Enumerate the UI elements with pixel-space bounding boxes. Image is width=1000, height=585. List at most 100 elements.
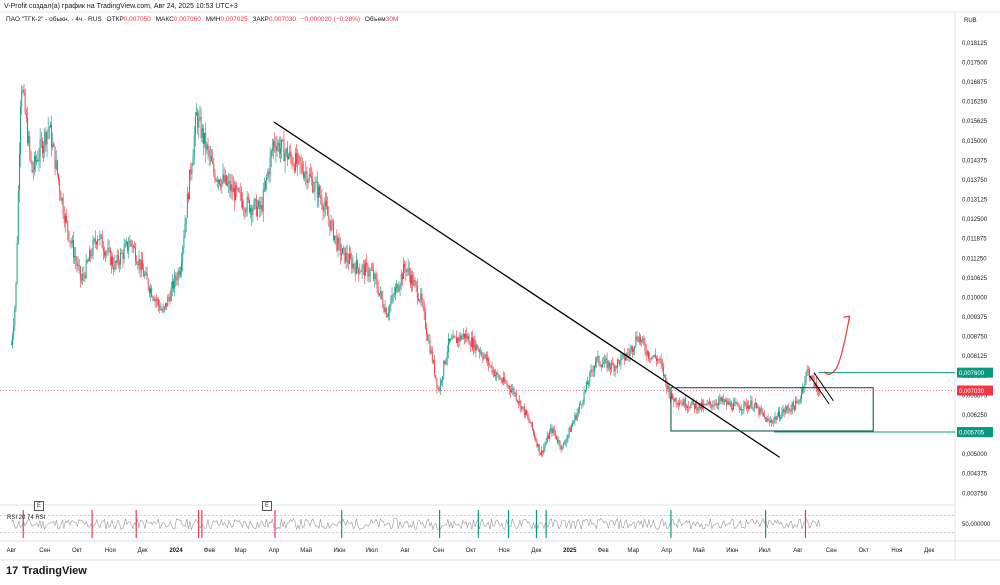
candle-body (415, 282, 417, 286)
candle-body (153, 298, 155, 301)
candle-body (577, 409, 579, 413)
candle-body (638, 336, 640, 342)
earnings-event-badge[interactable]: E (262, 501, 272, 511)
candle-body (550, 427, 552, 432)
candle-body (776, 416, 778, 420)
candle-body (119, 263, 120, 265)
candle-body (376, 279, 378, 289)
candle-body (552, 428, 554, 433)
candle-body (625, 357, 626, 360)
brand-name: TradingView (22, 565, 87, 577)
candle-body (75, 255, 77, 261)
y-tick-label: 0,011250 (962, 256, 987, 262)
candle-body (64, 215, 66, 223)
candle-body (367, 265, 369, 277)
candle-body (194, 115, 196, 136)
candle-body (576, 412, 578, 420)
candle-body (328, 215, 330, 220)
low-value: 0,007025 (220, 16, 248, 23)
candle-body (541, 450, 542, 455)
candle-body (240, 192, 242, 201)
candle-body (260, 204, 262, 210)
candle-body (352, 263, 354, 269)
candle-body (21, 91, 23, 107)
candle-body (71, 240, 73, 244)
candle-body (205, 132, 207, 151)
candle-body (579, 404, 580, 410)
open-label: ОТКР (106, 16, 124, 23)
forecast-arrowhead (843, 315, 851, 323)
candle-body (524, 410, 526, 416)
x-tick-label: Апр (269, 548, 280, 554)
candle-body (659, 359, 661, 360)
candle-body (536, 441, 538, 447)
candle-body (375, 274, 377, 280)
candle-body (608, 361, 610, 368)
candle-body (668, 386, 670, 397)
candle-body (171, 280, 173, 289)
candle-body (811, 375, 813, 379)
candle-body (519, 400, 521, 404)
candle-body (130, 240, 132, 243)
candle-body (662, 366, 664, 376)
candle-body (610, 367, 611, 369)
candle-body (45, 131, 47, 145)
candle-body (691, 400, 693, 404)
rsi-indicator-label[interactable]: RSI 20 74 RSI (7, 515, 46, 521)
candle-body (421, 293, 423, 303)
tradingview-logo[interactable]: 17 TradingView (6, 565, 87, 577)
candle-body (219, 179, 220, 185)
candle-body (197, 112, 199, 128)
candle-body (292, 164, 294, 166)
candle-body (386, 315, 388, 317)
candle-body (740, 409, 741, 410)
candle-body (129, 240, 131, 247)
candle-body (250, 207, 252, 213)
candle-body (442, 376, 444, 382)
candle-body (213, 163, 215, 173)
candle-body (771, 420, 772, 423)
candle-body (615, 366, 617, 368)
x-tick-label: Авг (400, 548, 410, 554)
candle-body (47, 128, 49, 132)
candle-body (62, 198, 64, 215)
earnings-event-badge[interactable]: E (34, 501, 44, 511)
candle-body (426, 327, 427, 335)
candle-body (496, 372, 498, 375)
candle-body (645, 350, 647, 355)
candle-body (355, 260, 357, 274)
candle-body (712, 405, 714, 407)
candle-body (449, 338, 450, 342)
candle-body (573, 421, 575, 424)
candle-body (470, 337, 472, 347)
candle-body (692, 400, 694, 404)
candle-body (136, 261, 138, 264)
candle-body (529, 420, 531, 424)
candle-body (151, 288, 153, 297)
candle-body (628, 354, 630, 356)
candle-body (362, 264, 364, 267)
candle-body (53, 143, 55, 147)
candle-body (574, 415, 576, 422)
candle-body (239, 191, 241, 193)
candle-body (212, 161, 214, 164)
y-tick-label: 0,012500 (962, 217, 988, 223)
candle-body (326, 201, 327, 207)
candle-body (777, 411, 779, 417)
symbol-name[interactable]: ПАО "ТГК-2" - обыкн. · 4ч · RUS (6, 16, 102, 23)
candle-body (720, 397, 722, 402)
candle-body (439, 381, 441, 391)
candle-body (489, 364, 491, 366)
candle-body (142, 259, 143, 270)
candle-body (397, 284, 399, 292)
candle-body (27, 118, 28, 144)
candle-body (338, 238, 340, 243)
candle-body (649, 358, 651, 359)
candle-body (182, 247, 184, 263)
candle-body (630, 346, 632, 351)
candle-body (522, 406, 524, 408)
candle-body (429, 340, 431, 354)
candle-body (546, 435, 548, 442)
candle-body (702, 402, 703, 409)
